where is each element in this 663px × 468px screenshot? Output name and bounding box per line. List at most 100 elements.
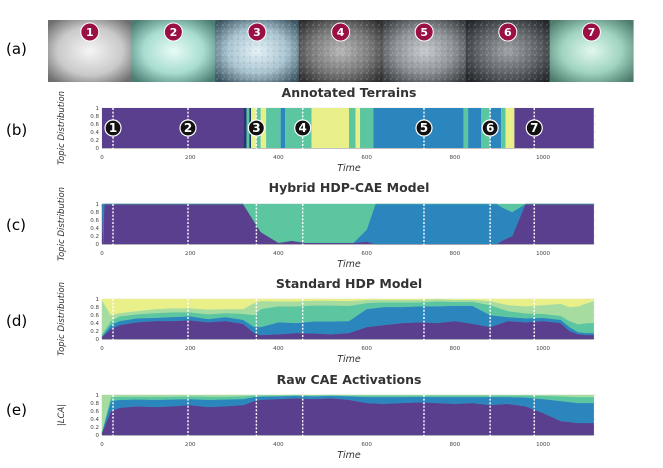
y-tick-label: 1 xyxy=(96,202,100,208)
chart-annotated-terrains: Annotated Terrains Topic Distribution Time… xyxy=(57,85,596,174)
terrain-badge-5 xyxy=(414,22,434,42)
y-tick-label: 0.8 xyxy=(90,210,99,216)
x-tick-label: 0 xyxy=(100,346,104,352)
terrain-badge-label-3: 3 xyxy=(253,26,261,39)
y-tick-label: 0 xyxy=(96,242,100,248)
panel-label-b: (b) xyxy=(6,121,27,139)
terrain-marker-label-2: 2 xyxy=(184,121,192,135)
terrain-marker-badge-1 xyxy=(104,119,122,137)
y-tick-label: 0.4 xyxy=(90,321,99,327)
y-tick-label: 0.6 xyxy=(90,409,99,415)
y-tick-label: 0.8 xyxy=(90,114,99,120)
x-tick-label: 0 xyxy=(100,251,104,257)
y-tick-label: 0 xyxy=(96,337,100,343)
x-axis-label: Time xyxy=(337,354,361,365)
y-tick-label: 0.8 xyxy=(90,401,99,407)
y-tick-label: 1 xyxy=(96,297,100,303)
terrain-segment-yellow xyxy=(505,108,515,148)
terrain-segment-teal xyxy=(360,108,374,148)
x-tick-label: 0 xyxy=(100,155,104,161)
chart-title: Raw CAE Activations xyxy=(277,372,422,387)
x-tick-label: 400 xyxy=(273,155,284,161)
x-tick-label: 200 xyxy=(185,346,196,352)
panel-label-c: (c) xyxy=(6,216,26,234)
terrain-marker-label-6: 6 xyxy=(486,121,494,135)
x-axis-label: Time xyxy=(337,450,361,461)
terrain-badge-label-4: 4 xyxy=(337,26,345,39)
x-axis-label: Time xyxy=(337,163,361,174)
terrain-badge-7 xyxy=(581,22,601,42)
x-tick-label: 800 xyxy=(450,155,461,161)
terrain-segment-teal xyxy=(266,108,281,148)
terrain-marker-badge-5 xyxy=(415,119,433,137)
y-tick-label: 0.2 xyxy=(90,425,99,431)
chart-title: Hybrid HDP-CAE Model xyxy=(269,180,430,195)
terrain-badge-4 xyxy=(331,22,351,42)
chart-standard-hdp: Standard HDP Model Topic Distribution Time… xyxy=(57,276,596,365)
terrain-badge-label-1: 1 xyxy=(86,26,94,39)
terrain-badge-2 xyxy=(163,22,183,42)
terrain-segment-teal xyxy=(349,108,356,148)
panel-labels: (a) (b) (c) (d) (e) xyxy=(6,40,27,419)
terrain-marker-badge-6 xyxy=(481,119,499,137)
y-tick-label: 0.6 xyxy=(90,122,99,128)
x-tick-label: 800 xyxy=(450,251,461,257)
chart-raw-cae: Raw CAE Activations |LCA| Time 0 0.2 0.4 0.6 0.… xyxy=(57,372,596,461)
x-tick-label: 0 xyxy=(100,442,104,448)
terrain-segment-teal xyxy=(501,108,506,148)
x-tick-label: 200 xyxy=(185,442,196,448)
terrain-marker-label-1: 1 xyxy=(109,121,117,135)
y-tick-label: 1 xyxy=(96,393,100,399)
y-tick-label: 0.2 xyxy=(90,138,99,144)
terrain-segment-darkblue xyxy=(243,108,247,148)
x-tick-label: 1000 xyxy=(536,442,550,448)
chart-title: Standard HDP Model xyxy=(276,276,422,291)
x-tick-label: 600 xyxy=(361,155,372,161)
y-tick-label: 0.4 xyxy=(90,130,99,136)
y-tick-label: 0.4 xyxy=(90,417,99,423)
y-axis-label: |LCA| xyxy=(57,404,67,426)
y-tick-label: 0 xyxy=(96,433,100,439)
y-tick-label: 0.4 xyxy=(90,226,99,232)
y-axis-label: Topic Distribution xyxy=(57,91,67,165)
terrain-marker-badge-4 xyxy=(294,119,312,137)
terrain-badge-label-7: 7 xyxy=(588,26,596,39)
y-tick-label: 1 xyxy=(96,106,100,112)
x-tick-label: 400 xyxy=(273,346,284,352)
x-tick-label: 400 xyxy=(273,251,284,257)
terrain-segment-blue xyxy=(280,108,286,148)
terrain-marker-label-5: 5 xyxy=(420,121,428,135)
x-tick-label: 800 xyxy=(450,442,461,448)
x-tick-label: 1000 xyxy=(536,346,550,352)
terrain-badge-1 xyxy=(80,22,100,42)
terrain-segment-yellow xyxy=(311,108,349,148)
terrain-segment-yellow xyxy=(355,108,361,148)
y-tick-label: 0 xyxy=(96,146,100,152)
terrain-marker-label-7: 7 xyxy=(530,121,538,135)
x-tick-label: 600 xyxy=(361,251,372,257)
terrain-badge-3 xyxy=(247,22,267,42)
chart-title: Annotated Terrains xyxy=(282,85,417,100)
y-tick-label: 0.2 xyxy=(90,329,99,335)
x-tick-label: 600 xyxy=(361,346,372,352)
y-tick-label: 0.6 xyxy=(90,218,99,224)
x-tick-label: 1000 xyxy=(536,155,550,161)
x-tick-label: 200 xyxy=(185,251,196,257)
terrain-marker-badge-3 xyxy=(247,119,265,137)
x-axis-label: Time xyxy=(337,259,361,270)
x-tick-label: 1000 xyxy=(536,251,550,257)
terrain-marker-label-3: 3 xyxy=(252,121,260,135)
x-tick-label: 600 xyxy=(361,442,372,448)
x-tick-label: 400 xyxy=(273,442,284,448)
panel-label-e: (e) xyxy=(6,401,27,419)
terrain-badge-6 xyxy=(498,22,518,42)
terrain-marker-badge-2 xyxy=(179,119,197,137)
terrain-badge-label-6: 6 xyxy=(504,26,512,39)
terrain-marker-label-4: 4 xyxy=(299,121,307,135)
terrain-badge-label-5: 5 xyxy=(420,26,428,39)
panel-label-d: (d) xyxy=(6,312,27,330)
y-axis-label: Topic Distribution xyxy=(57,187,67,261)
terrain-image-strip: 1 2 3 4 5 6 7 xyxy=(48,20,634,82)
y-axis-label: Topic Distribution xyxy=(57,282,67,356)
